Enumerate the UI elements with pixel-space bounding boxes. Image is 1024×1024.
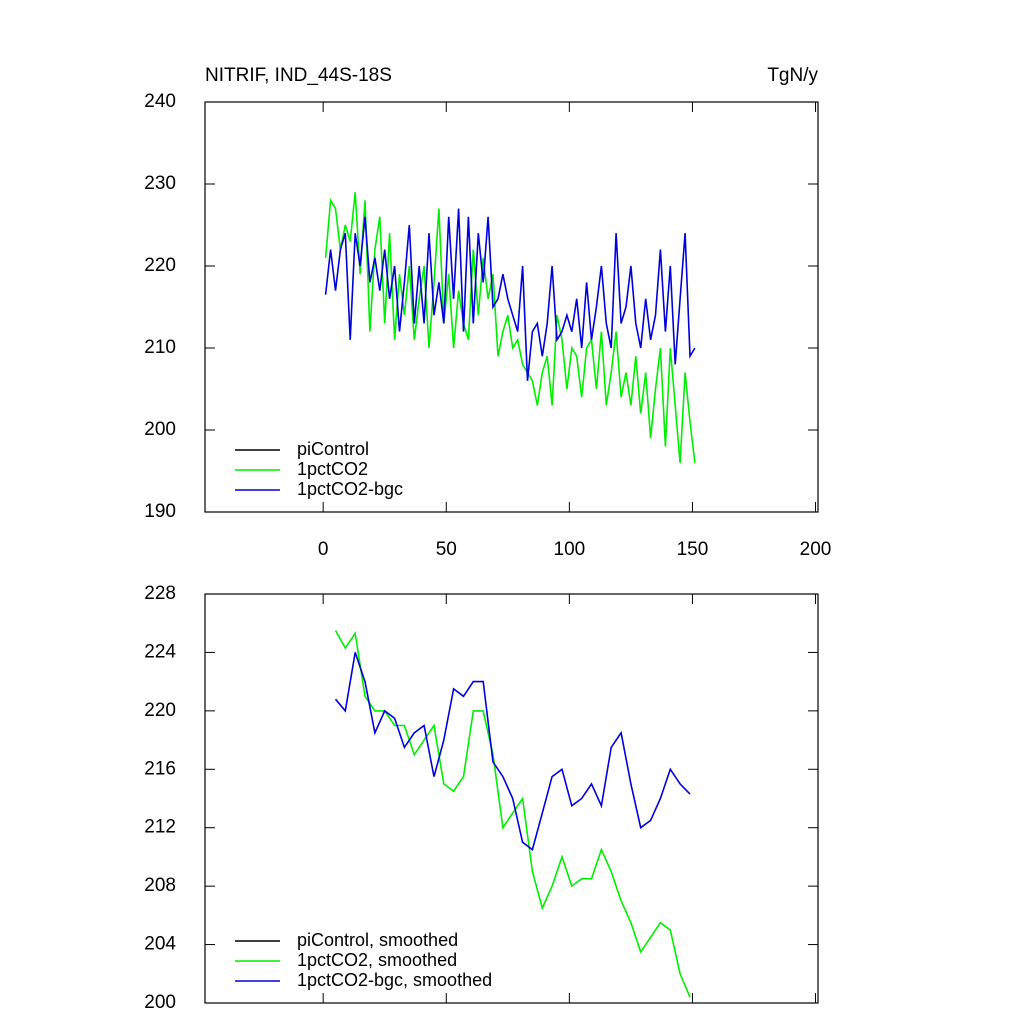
y-tick-label: 200	[144, 992, 176, 1013]
y-tick-label: 216	[144, 758, 176, 779]
plot-frame	[204, 101, 819, 513]
data-line	[324, 208, 696, 381]
plot-frame	[204, 593, 819, 1004]
x-tick-label: 100	[554, 539, 586, 560]
y-tick-label: 224	[144, 641, 176, 662]
y-tick-label: 200	[144, 419, 176, 440]
x-tick-label: 150	[677, 539, 709, 560]
legend-label: 1pctCO2-bgc, smoothed	[297, 970, 492, 990]
legend-label: piControl	[297, 439, 369, 459]
legend-label: 1pctCO2-bgc	[297, 479, 403, 499]
y-tick-label: 220	[144, 255, 176, 276]
y-tick-label: 212	[144, 817, 176, 838]
y-tick-label: 208	[144, 875, 176, 896]
y-tick-label: 190	[144, 501, 176, 522]
x-tick-label: 50	[436, 539, 457, 560]
y-tick-label: 210	[144, 337, 176, 358]
data-line	[334, 630, 691, 998]
x-tick-label: 200	[800, 539, 832, 560]
legend-label: 1pctCO2, smoothed	[297, 950, 457, 970]
data-line	[334, 652, 691, 851]
y-tick-label: 228	[144, 583, 176, 604]
units-label: TgN/y	[767, 65, 818, 86]
legend-label: 1pctCO2	[297, 459, 368, 479]
x-tick-label: 0	[318, 539, 329, 560]
y-tick-label: 220	[144, 700, 176, 721]
y-tick-label: 204	[144, 934, 176, 955]
y-tick-label: 230	[144, 173, 176, 194]
legend-label: piControl, smoothed	[297, 930, 458, 950]
chart-title: NITRIF, IND_44S-18S	[205, 65, 392, 86]
data-line	[324, 192, 696, 463]
y-tick-label: 240	[144, 91, 176, 112]
